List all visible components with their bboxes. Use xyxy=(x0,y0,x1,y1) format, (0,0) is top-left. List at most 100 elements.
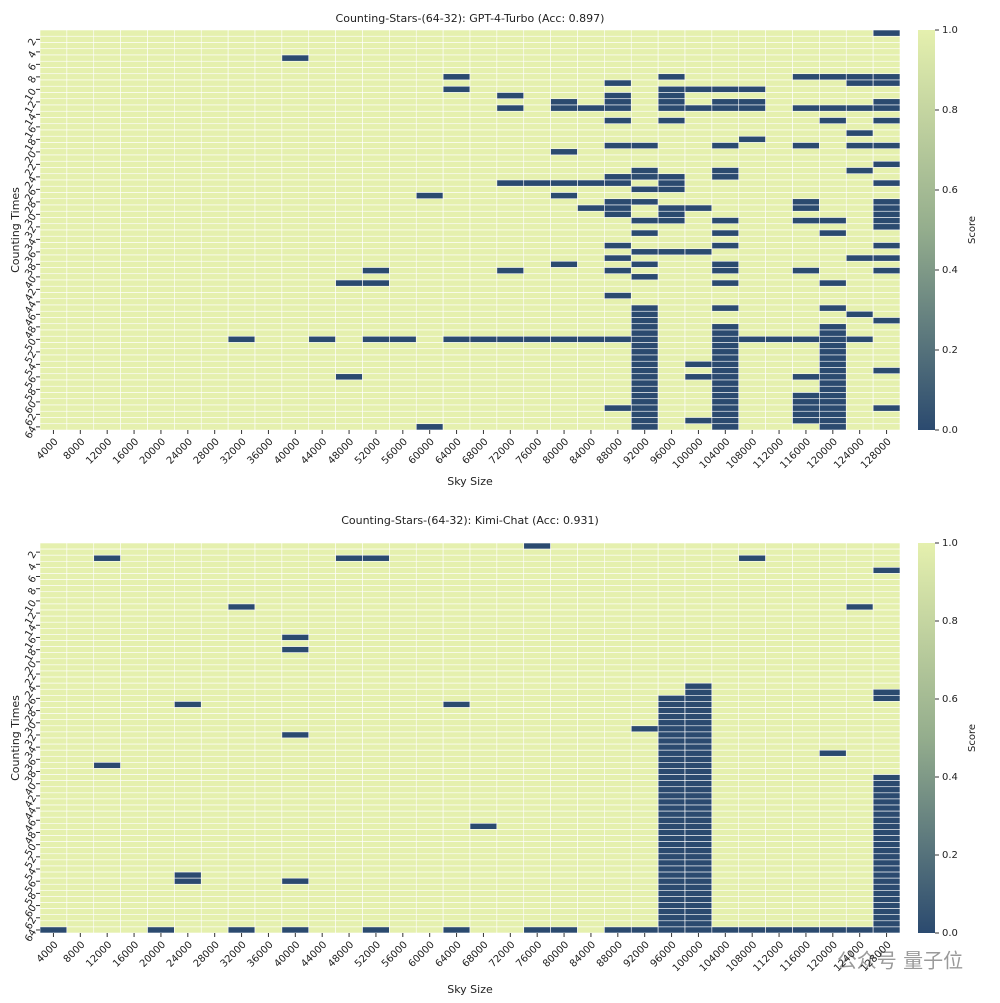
heatmap-cell xyxy=(415,810,444,818)
heatmap-cell xyxy=(792,707,820,714)
heatmap-cell xyxy=(765,160,793,168)
heatmap-cell xyxy=(200,585,229,593)
heatmap-cell xyxy=(66,664,95,672)
heatmap-cell xyxy=(792,798,820,806)
heatmap-cell xyxy=(227,329,256,337)
heatmap-cell xyxy=(872,204,901,212)
heatmap-cell xyxy=(254,367,283,375)
heatmap-cell xyxy=(389,688,417,696)
heatmap-cell xyxy=(765,719,793,727)
heatmap-cell xyxy=(604,154,632,162)
heatmap-cell xyxy=(604,688,632,696)
heatmap-cell xyxy=(711,273,740,281)
heatmap-cell xyxy=(389,762,417,769)
heatmap-cell xyxy=(66,392,95,400)
heatmap-cell xyxy=(577,853,605,861)
heatmap-cell xyxy=(93,342,121,350)
heatmap-cell xyxy=(630,385,659,393)
heatmap-cell xyxy=(389,373,417,381)
heatmap-cell xyxy=(200,54,229,62)
heatmap-cell xyxy=(765,749,793,757)
heatmap-cell xyxy=(819,167,847,175)
heatmap-cell xyxy=(93,920,121,928)
heatmap-cell xyxy=(765,603,793,611)
heatmap-cell xyxy=(550,323,578,331)
heatmap-cell xyxy=(281,73,310,81)
heatmap-cell xyxy=(120,329,148,337)
heatmap-cell xyxy=(254,179,283,187)
heatmap-cell xyxy=(523,129,551,137)
heatmap-cell xyxy=(120,223,148,231)
heatmap-cell xyxy=(147,254,175,262)
heatmap-cell xyxy=(872,591,901,599)
heatmap-cell xyxy=(415,410,444,418)
heatmap-cell xyxy=(604,104,632,112)
heatmap-cell xyxy=(415,67,444,75)
heatmap-cell xyxy=(66,786,95,794)
heatmap-cell xyxy=(765,865,793,873)
heatmap-cell xyxy=(120,847,148,855)
heatmap-cell xyxy=(872,554,901,562)
heatmap-cell xyxy=(523,597,551,605)
heatmap-cell xyxy=(362,404,390,412)
colorbar-tick-label: 0.0 xyxy=(942,425,958,436)
heatmap-cell xyxy=(254,823,283,830)
heatmap-cell xyxy=(147,548,175,556)
heatmap-cell xyxy=(227,379,256,387)
heatmap-cell xyxy=(684,573,713,580)
heatmap-cell xyxy=(872,646,901,653)
heatmap-cell xyxy=(792,35,820,43)
heatmap-cell xyxy=(254,603,283,611)
heatmap-cell xyxy=(335,810,363,818)
x-tick-label: 92000 xyxy=(622,436,652,466)
heatmap-cell xyxy=(174,542,202,550)
heatmap-cell xyxy=(174,248,202,256)
heatmap-cell xyxy=(845,310,874,318)
heatmap-cell xyxy=(604,670,632,678)
heatmap-cell xyxy=(93,154,121,162)
heatmap-cell xyxy=(227,229,256,237)
heatmap-cell xyxy=(819,117,847,125)
heatmap-cell xyxy=(66,85,95,93)
heatmap-cell xyxy=(39,701,68,708)
heatmap-cell xyxy=(227,640,256,647)
heatmap-cell xyxy=(577,129,605,137)
heatmap-cell xyxy=(765,335,793,343)
heatmap-cell xyxy=(630,360,659,368)
heatmap-cell xyxy=(147,323,175,331)
heatmap-cell xyxy=(66,354,95,362)
x-tick-label: 52000 xyxy=(353,436,383,466)
heatmap-cell xyxy=(684,737,713,745)
heatmap-cell xyxy=(200,423,229,431)
heatmap-cell xyxy=(845,404,874,412)
heatmap-cell xyxy=(335,743,363,751)
heatmap-cell xyxy=(845,609,874,617)
heatmap-cell xyxy=(819,579,847,586)
heatmap-cell xyxy=(120,908,148,916)
heatmap-cell xyxy=(819,920,847,928)
heatmap-cell xyxy=(281,92,310,100)
heatmap-cell xyxy=(711,573,740,580)
heatmap-cell xyxy=(227,285,256,293)
heatmap-cell xyxy=(577,755,605,763)
heatmap-cell xyxy=(711,348,740,356)
heatmap-cell xyxy=(415,148,444,156)
heatmap-cell xyxy=(93,835,121,842)
heatmap-cell xyxy=(39,310,68,318)
heatmap-cell xyxy=(174,890,202,897)
heatmap-cell xyxy=(523,780,551,788)
heatmap-cell xyxy=(335,104,363,112)
heatmap-cell xyxy=(66,367,95,375)
heatmap-cell xyxy=(496,621,525,629)
x-tick-label: 68000 xyxy=(460,939,490,969)
heatmap-cell xyxy=(604,79,632,87)
heatmap-cell xyxy=(335,273,363,281)
heatmap-cell xyxy=(308,847,336,855)
heatmap-cell xyxy=(39,392,68,400)
heatmap-cell xyxy=(335,204,363,212)
heatmap-cell xyxy=(93,123,121,131)
heatmap-cell xyxy=(577,254,605,262)
heatmap-cell xyxy=(389,902,417,909)
heatmap-cell xyxy=(765,755,793,763)
heatmap-cell xyxy=(872,273,901,281)
